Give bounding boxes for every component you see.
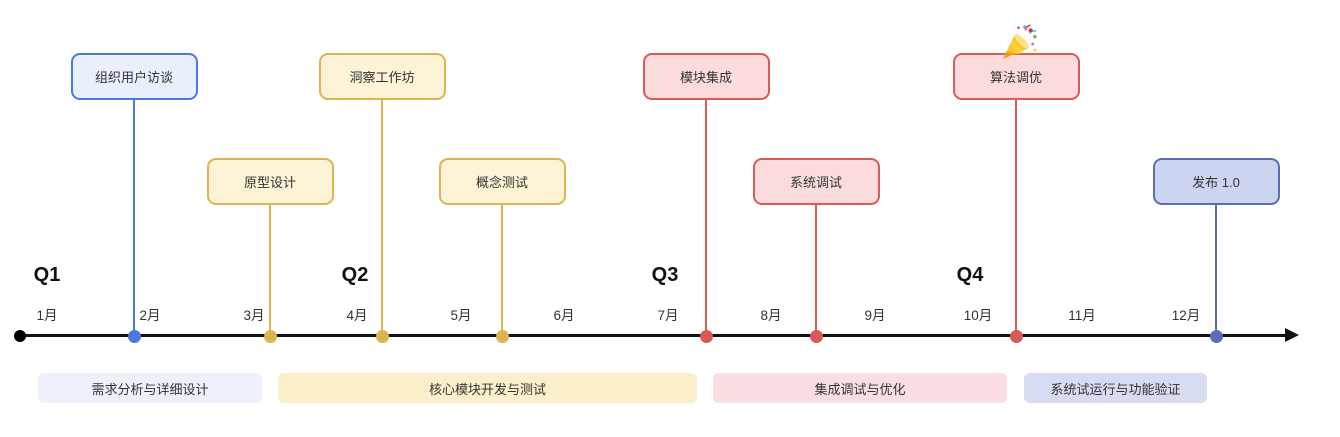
milestone-dot (699, 329, 713, 343)
milestone-callout: 概念测试 (438, 158, 566, 205)
milestone-callout: 系统调试 (752, 158, 880, 205)
milestone-connector (815, 204, 817, 336)
milestone-dot (495, 329, 509, 343)
timeline-axis (20, 334, 1288, 337)
milestone-connector (501, 204, 503, 336)
milestone-label: 概念测试 (475, 175, 528, 190)
milestone-label: 系统调试 (789, 175, 842, 190)
month-label: 8月 (760, 308, 782, 323)
month-label: 11月 (1068, 308, 1096, 323)
month-label: 4月 (346, 308, 368, 323)
month-label: 9月 (864, 308, 886, 323)
month-label: 1月 (36, 308, 58, 323)
milestone-connector (705, 99, 707, 336)
month-label: 5月 (450, 308, 472, 323)
milestone-callout: 算法调优 (952, 53, 1080, 100)
milestone-label: 原型设计 (243, 175, 296, 190)
milestone-dot (263, 329, 277, 343)
milestone-connector (381, 99, 383, 336)
milestone-dot (375, 329, 389, 343)
milestone-callout: 原型设计 (206, 158, 334, 205)
milestone-label: 发布 1.0 (1192, 175, 1240, 190)
milestone-label: 组织用户访谈 (94, 70, 173, 85)
milestone-callout: 洞察工作坊 (318, 53, 446, 100)
milestone-connector (133, 99, 135, 336)
axis-start-dot (14, 330, 26, 342)
milestone-connector (269, 204, 271, 336)
phase-band: 集成调试与优化 (713, 373, 1007, 403)
milestone-callout: 发布 1.0 (1152, 158, 1280, 205)
party-popper-icon (1000, 24, 1038, 67)
month-label: 7月 (657, 308, 679, 323)
month-label: 10月 (963, 308, 993, 323)
axis-arrow-icon (1285, 328, 1299, 342)
phase-label: 集成调试与优化 (814, 381, 906, 397)
phase-label: 系统试运行与功能验证 (1050, 381, 1181, 397)
milestone-dot (809, 329, 823, 343)
phase-band: 核心模块开发与测试 (278, 373, 697, 403)
milestone-connector (1015, 99, 1017, 336)
quarter-label: Q3 (651, 264, 679, 286)
milestone-dot (1009, 329, 1023, 343)
quarter-label: Q1 (33, 264, 61, 286)
milestone-label: 洞察工作坊 (349, 70, 415, 85)
quarter-label: Q2 (341, 264, 369, 286)
milestone-dot (127, 329, 141, 343)
phase-band: 需求分析与详细设计 (38, 373, 262, 403)
phase-label: 核心模块开发与测试 (428, 381, 546, 397)
milestone-dot (1209, 329, 1223, 343)
milestone-connector (1215, 204, 1217, 336)
milestone-callout: 组织用户访谈 (70, 53, 198, 100)
phase-label: 需求分析与详细设计 (91, 381, 209, 397)
quarter-label: Q4 (956, 264, 984, 286)
phase-band: 系统试运行与功能验证 (1024, 373, 1207, 403)
milestone-label: 模块集成 (679, 70, 732, 85)
month-label: 2月 (139, 308, 161, 323)
month-label: 12月 (1171, 308, 1201, 323)
month-label: 3月 (243, 308, 265, 323)
milestone-callout: 模块集成 (642, 53, 770, 100)
month-label: 6月 (553, 308, 575, 323)
milestone-label: 算法调优 (989, 70, 1042, 85)
